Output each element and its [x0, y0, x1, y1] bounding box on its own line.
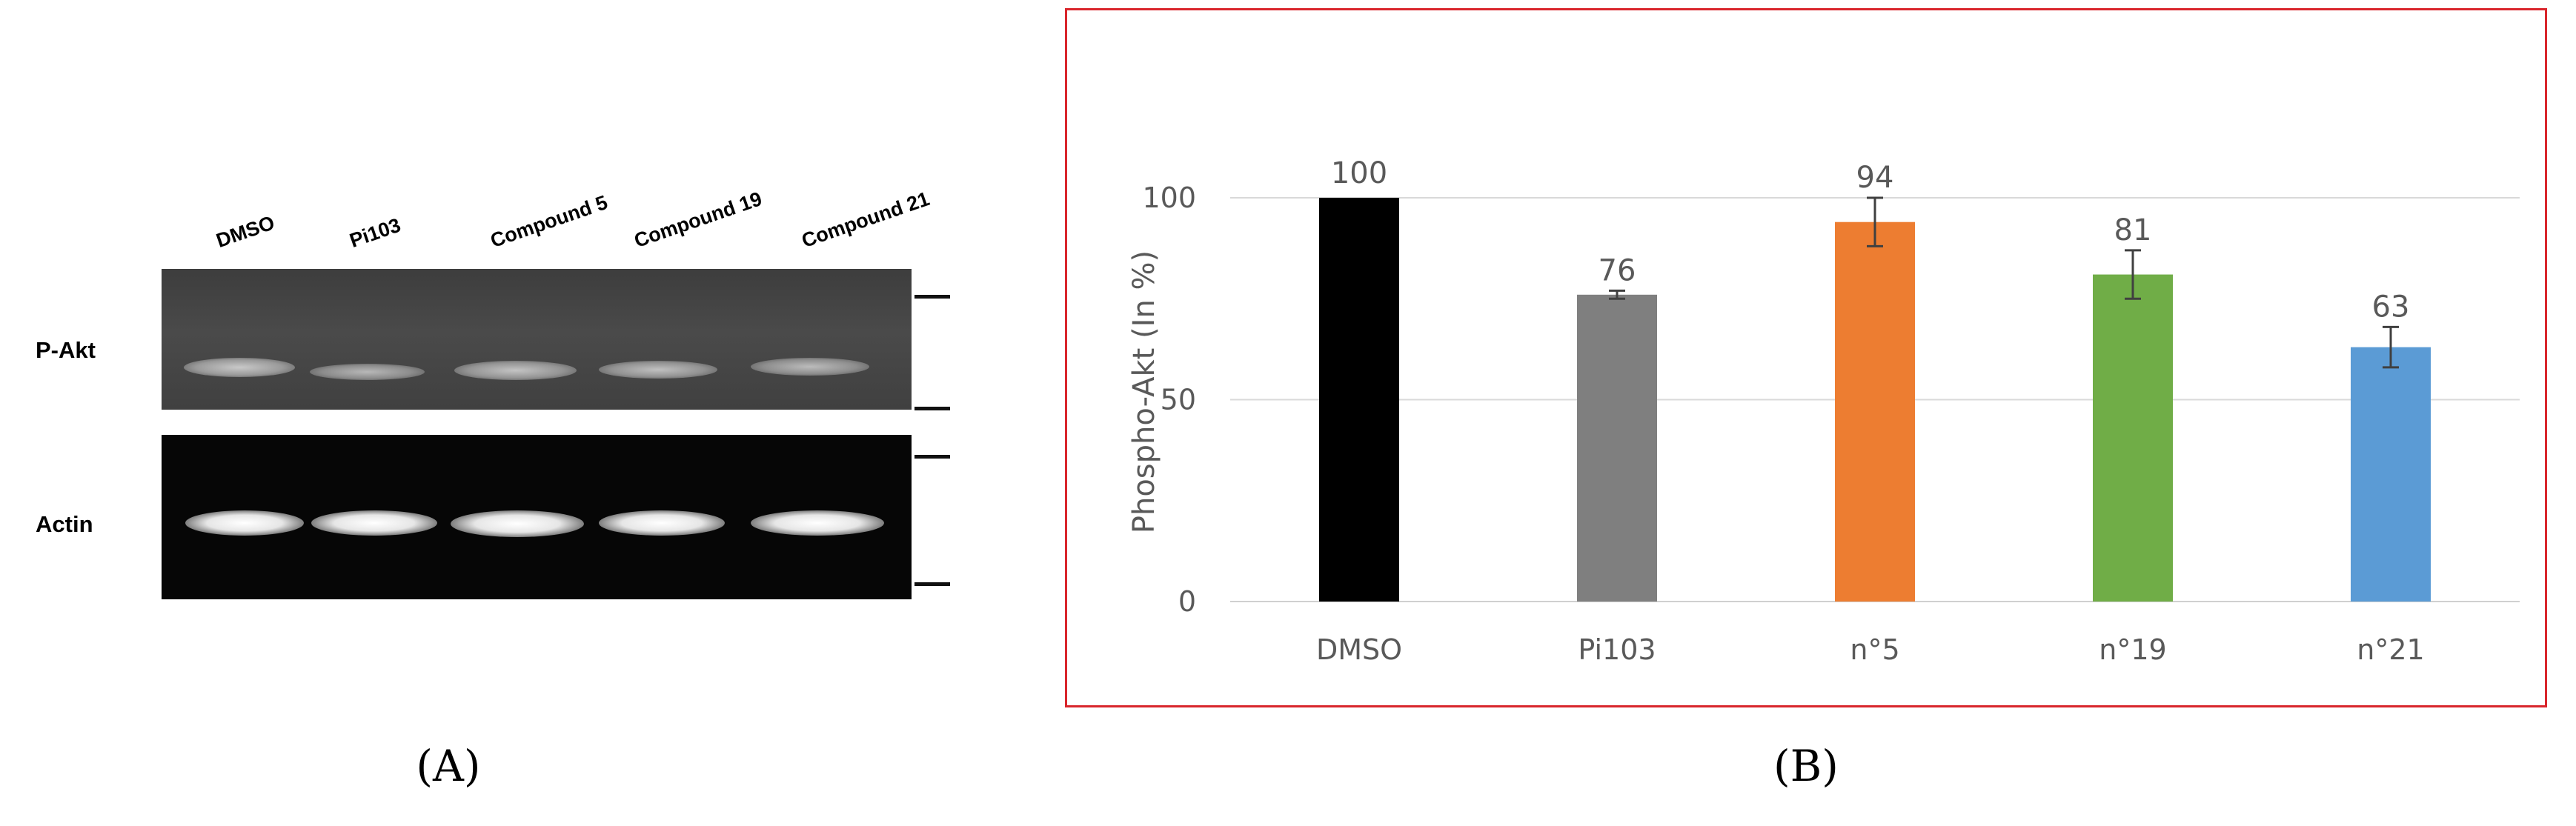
p-akt-band-pi103 [310, 364, 425, 380]
data-label: 81 [2114, 213, 2152, 247]
x-tick-label: DMSO [1316, 633, 1402, 666]
lane-label-compound-19: Compound 19 [631, 187, 765, 253]
p-akt-marker-bottom [914, 407, 950, 410]
actin-band-compound-21 [751, 510, 884, 536]
actin-band-compound-5 [451, 510, 584, 537]
x-tick-label: Pi103 [1578, 633, 1656, 666]
row-label-p-akt: P-Akt [36, 337, 96, 363]
bar [1577, 294, 1657, 602]
p-akt-band-compound-21 [751, 358, 869, 376]
actin-band-pi103 [311, 510, 437, 536]
y-axis-title: Phospho-Akt (In %) [1127, 250, 1161, 533]
chart-frame: 0 50 100 100 DMSO 76 Pi103 94 n°5 81 n°19 63 n°21 P… [1065, 8, 2547, 707]
actin-marker-top [914, 455, 950, 459]
y-tick-label: 50 [1161, 384, 1196, 416]
x-tick-label: n°21 [2357, 633, 2424, 666]
y-tick-label: 0 [1178, 585, 1196, 618]
p-akt-band-compound-5 [454, 361, 577, 380]
lane-label-dmso: DMSO [213, 211, 278, 253]
bar [2093, 274, 2173, 602]
bar [1319, 198, 1399, 602]
y-tick-label: 100 [1142, 181, 1196, 214]
p-akt-band-dmso [184, 358, 295, 377]
panel-label-b: (B) [1773, 741, 1839, 791]
data-label: 100 [1331, 156, 1387, 190]
p-akt-marker-top [914, 295, 950, 299]
x-tick-label: n°5 [1850, 633, 1899, 666]
row-label-actin: Actin [36, 511, 93, 537]
x-tick-label: n°19 [2099, 633, 2166, 666]
data-label: 63 [2372, 290, 2410, 324]
bar [2351, 347, 2431, 602]
bar [1835, 222, 1915, 602]
actin-marker-bottom [914, 582, 950, 586]
data-label: 76 [1599, 253, 1636, 287]
lane-label-pi103: Pi103 [346, 213, 404, 253]
actin-blot [162, 435, 912, 599]
lane-label-compound-21: Compound 21 [798, 187, 932, 253]
p-akt-band-compound-19 [599, 361, 717, 379]
p-akt-blot [162, 269, 912, 410]
actin-band-dmso [185, 510, 304, 536]
panel-label-a: (A) [416, 741, 481, 791]
lane-label-compound-5: Compound 5 [487, 190, 611, 253]
bar-chart: 0 50 100 100 DMSO 76 Pi103 94 n°5 81 n°19 63 n°21 P… [1127, 156, 2520, 666]
data-label: 94 [1856, 161, 1894, 195]
actin-band-compound-19 [599, 510, 725, 536]
